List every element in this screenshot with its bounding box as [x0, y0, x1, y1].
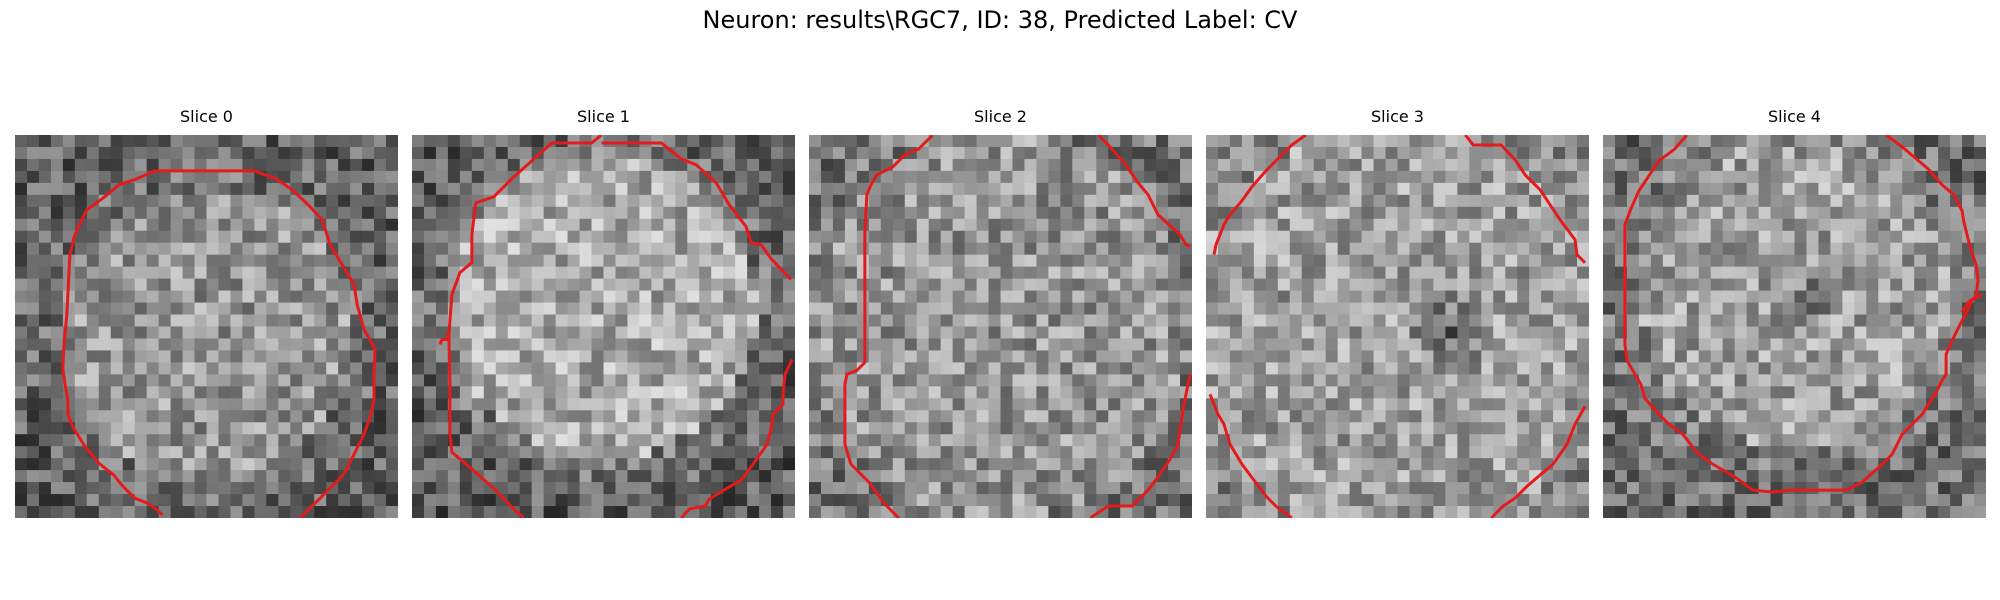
- slice-panel-2: Slice 2: [809, 107, 1192, 520]
- contour-line: [1490, 405, 1587, 518]
- contour-line: [601, 141, 793, 281]
- slice-panel-1: Slice 1: [412, 107, 795, 520]
- slice-title-4: Slice 4: [1768, 107, 1821, 126]
- slice-image-0: [15, 135, 398, 518]
- slice-image-1: [412, 135, 795, 518]
- contour-line: [447, 135, 603, 518]
- slice-panel-4: Slice 4: [1603, 107, 1986, 520]
- contour-line: [1097, 135, 1191, 249]
- slice-image-4: [1603, 135, 1986, 518]
- slice-title-0: Slice 0: [180, 107, 233, 126]
- contour-line: [1212, 135, 1307, 255]
- slice-panel-3: Slice 3: [1206, 107, 1589, 520]
- slice-title-1: Slice 1: [577, 107, 630, 126]
- contour-line: [1089, 374, 1192, 518]
- contour-line: [1623, 135, 1983, 494]
- figure-title: Neuron: results\RGC7, ID: 38, Predicted …: [702, 6, 1298, 34]
- slice-image-3: [1206, 135, 1589, 518]
- slice-title-2: Slice 2: [974, 107, 1027, 126]
- contour-line: [1885, 135, 1980, 314]
- contour-line: [61, 169, 377, 518]
- slice-panel-0: Slice 0: [15, 107, 398, 520]
- contour-line: [438, 332, 450, 346]
- slice-image-2: [809, 135, 1192, 518]
- slice-title-3: Slice 3: [1371, 107, 1424, 126]
- contour-line: [843, 135, 934, 518]
- contour-line: [1464, 135, 1587, 264]
- contour-line: [680, 358, 794, 518]
- contour-line: [1208, 393, 1293, 518]
